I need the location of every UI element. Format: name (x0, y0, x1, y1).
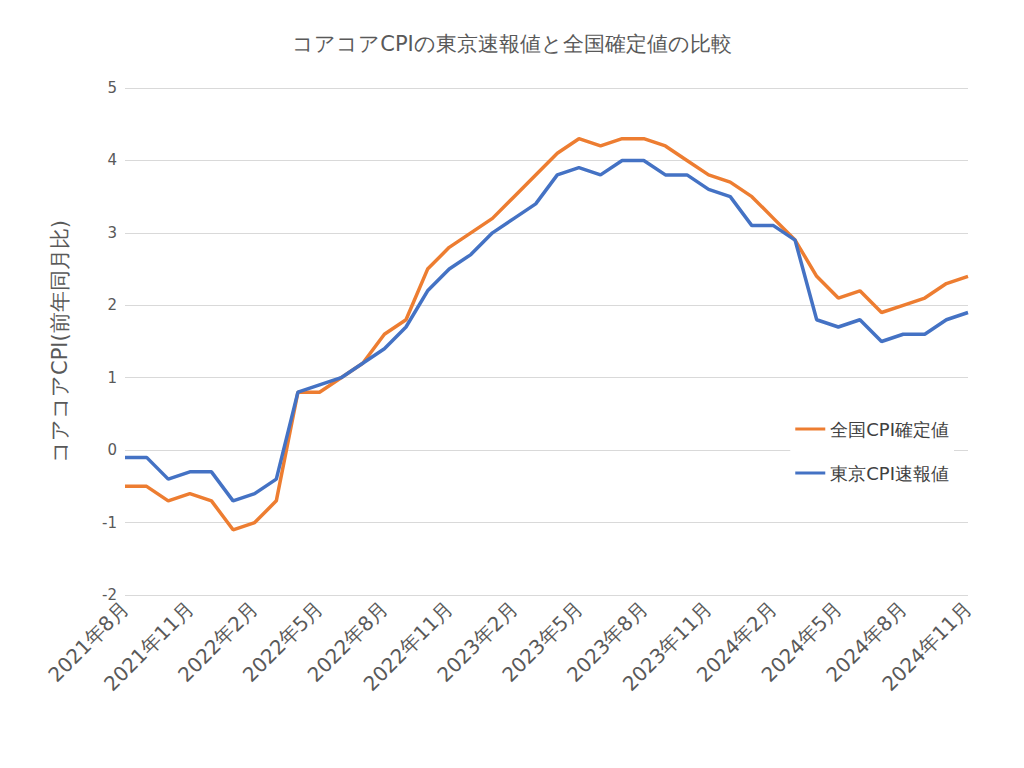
svg-text:全国CPI確定値: 全国CPI確定値 (830, 419, 949, 440)
svg-text:2023年11月: 2023年11月 (617, 596, 718, 696)
svg-text:4: 4 (107, 151, 117, 169)
svg-text:5: 5 (107, 79, 117, 97)
svg-text:2023年2月: 2023年2月 (432, 596, 523, 687)
svg-text:2022年11月: 2022年11月 (358, 596, 458, 696)
svg-text:2022年8月: 2022年8月 (302, 596, 393, 687)
svg-text:コアコアCPI(前年同月比): コアコアCPI(前年同月比) (48, 220, 72, 463)
svg-text:2022年2月: 2022年2月 (173, 596, 264, 687)
svg-text:-2: -2 (102, 586, 117, 604)
svg-text:2021年11月: 2021年11月 (99, 596, 199, 696)
svg-text:-1: -1 (102, 514, 117, 532)
svg-text:2021年8月: 2021年8月 (43, 596, 134, 687)
svg-text:3: 3 (107, 224, 117, 242)
svg-text:2024年5月: 2024年5月 (756, 596, 847, 687)
svg-text:2024年8月: 2024年8月 (821, 596, 912, 687)
svg-text:東京CPI速報値: 東京CPI速報値 (830, 463, 949, 484)
svg-text:2022年5月: 2022年5月 (237, 596, 328, 687)
svg-text:0: 0 (107, 441, 117, 459)
svg-text:コアコアCPIの東京速報値と全国確定値の比較: コアコアCPIの東京速報値と全国確定値の比較 (292, 32, 732, 56)
svg-text:2023年8月: 2023年8月 (562, 596, 653, 687)
svg-text:2024年2月: 2024年2月 (691, 596, 782, 687)
svg-text:2023年5月: 2023年5月 (497, 596, 588, 687)
svg-text:2024年11月: 2024年11月 (877, 597, 976, 696)
svg-text:2: 2 (107, 296, 117, 314)
svg-text:1: 1 (107, 369, 117, 387)
